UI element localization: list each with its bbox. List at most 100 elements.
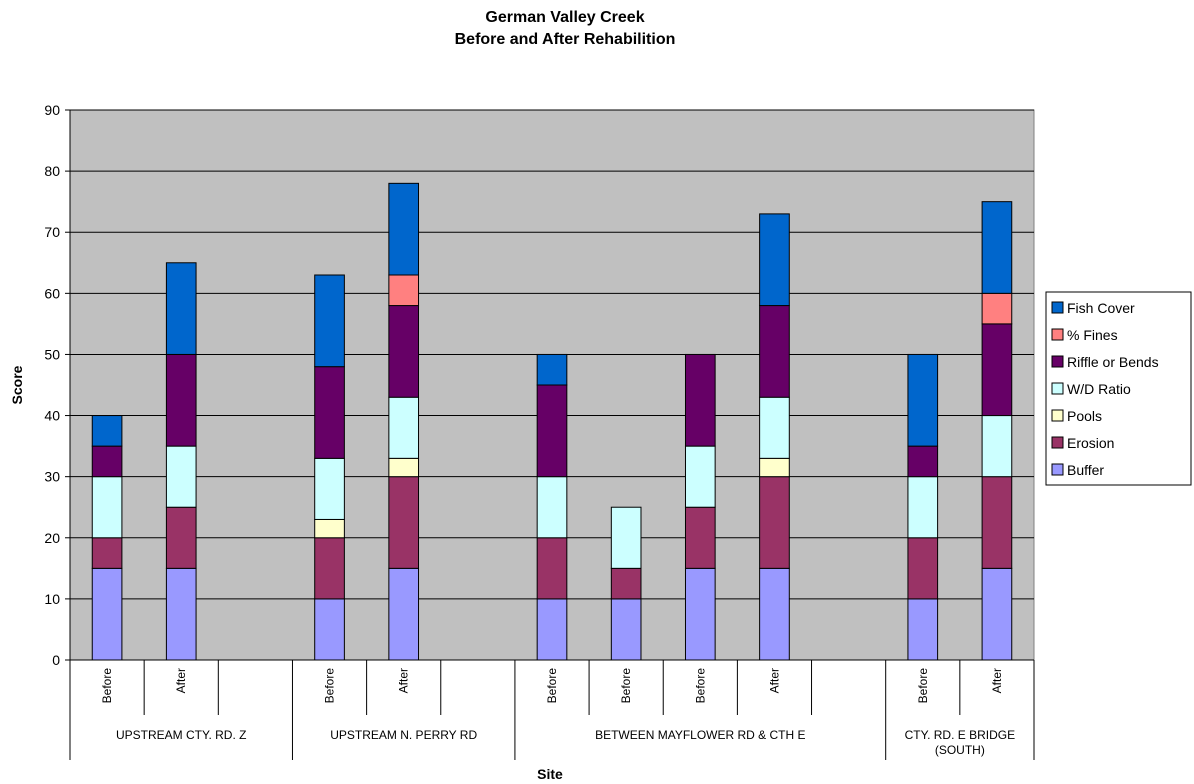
- bar-segment: [314, 598, 345, 661]
- legend-label: Fish Cover: [1067, 300, 1135, 316]
- x-category-label: After: [174, 668, 188, 693]
- bar-segment: [981, 567, 1013, 661]
- bar-segment: [981, 323, 1013, 417]
- y-tick-label: 40: [44, 408, 60, 424]
- x-group-label-line: (SOUTH): [935, 743, 985, 757]
- bar-segment: [907, 445, 939, 478]
- bar-segment: [536, 353, 568, 386]
- legend-swatch: [1051, 355, 1064, 368]
- x-category-label: After: [767, 668, 781, 693]
- x-category-label: Before: [693, 668, 707, 704]
- bar-segment: [388, 305, 420, 398]
- bar-segment: [907, 537, 939, 600]
- bar-segment: [536, 537, 568, 600]
- bar-segment: [610, 598, 642, 661]
- bar-segment: [388, 274, 420, 307]
- bar-segment: [165, 353, 197, 447]
- bar-segment: [759, 396, 790, 459]
- bar-segment: [314, 537, 345, 600]
- y-axis-title: Score: [9, 365, 25, 404]
- bar-segment: [759, 305, 790, 398]
- legend-swatch: [1051, 463, 1064, 476]
- bar-segment: [165, 567, 197, 661]
- bar-segment: [907, 353, 939, 447]
- bar-segment: [981, 201, 1013, 294]
- legend-swatch: [1051, 382, 1064, 395]
- bar-segment: [907, 476, 939, 539]
- bar-segment: [907, 598, 939, 661]
- bar-segment: [388, 567, 420, 661]
- x-group-label: UPSTREAM N. PERRY RD: [330, 728, 477, 742]
- x-category-label: After: [397, 668, 411, 693]
- legend-label: % Fines: [1067, 327, 1118, 343]
- bar-segment: [759, 213, 790, 307]
- bar-segment: [91, 567, 123, 661]
- bar-segment: [165, 262, 197, 355]
- y-tick-label: 0: [52, 652, 60, 668]
- bar-segment: [91, 445, 123, 478]
- x-category-label: Before: [100, 668, 114, 704]
- bar-segment: [759, 476, 790, 569]
- bar-segment: [536, 384, 568, 478]
- chart-title-line-1: German Valley Creek: [485, 9, 644, 26]
- bar-segment: [314, 274, 345, 368]
- bars: [91, 182, 1013, 661]
- x-group-label-line: CTY. RD. E BRIDGE: [905, 728, 1015, 742]
- bar-segment: [314, 457, 345, 520]
- bar-segment: [314, 366, 345, 459]
- bar-segment: [684, 567, 716, 661]
- bar-segment: [610, 506, 642, 569]
- y-tick-labels: 0 10 20 30 40 50 60 70 80 90: [44, 102, 60, 668]
- bar-segment: [981, 292, 1013, 325]
- bar-segment: [165, 506, 197, 569]
- y-tick-label: 90: [44, 102, 60, 118]
- bar-segment: [91, 415, 123, 447]
- legend-swatch: [1051, 328, 1064, 341]
- legend-swatch: [1051, 436, 1064, 449]
- x-group-label: BETWEEN MAYFLOWER RD & CTH E: [595, 728, 805, 742]
- legend-label: Buffer: [1067, 462, 1104, 478]
- legend-swatch: [1051, 301, 1064, 314]
- bar-segment: [165, 445, 197, 508]
- y-tick-label: 30: [44, 469, 60, 485]
- bar-segment: [388, 457, 420, 478]
- bar-segment: [684, 506, 716, 569]
- x-category-labels: Before After Before After Before Before Before…: [100, 668, 1004, 704]
- bar-segment: [981, 476, 1013, 569]
- bar-segment: [314, 518, 345, 539]
- bar-segment: [388, 182, 420, 276]
- bar-segment: [536, 476, 568, 539]
- y-tick-label: 70: [44, 224, 60, 240]
- bar-segment: [759, 457, 790, 478]
- x-category-label: Before: [323, 668, 337, 704]
- legend-label: W/D Ratio: [1067, 381, 1131, 397]
- x-category-label: Before: [545, 668, 559, 704]
- legend-box: [1045, 291, 1192, 486]
- bar-segment: [981, 415, 1013, 478]
- bar-segment: [91, 476, 123, 539]
- bar-segment: [684, 353, 716, 447]
- y-tick-label: 80: [44, 163, 60, 179]
- bar-segment: [610, 567, 642, 600]
- legend-label: Pools: [1067, 408, 1102, 424]
- bar-segment: [388, 476, 420, 569]
- x-group-label: UPSTREAM CTY. RD. Z: [116, 728, 246, 742]
- bar-segment: [388, 396, 420, 459]
- x-category-label: Before: [916, 668, 930, 704]
- legend: Fish Cover % Fines Riffle or Bends W/D Rati…: [1045, 291, 1192, 486]
- x-category-label: After: [990, 668, 1004, 693]
- y-tick-label: 10: [44, 591, 60, 607]
- bar-segment: [91, 537, 123, 569]
- bar-segment: [759, 567, 790, 661]
- axes: [65, 109, 1035, 760]
- x-category-label: Before: [619, 668, 633, 704]
- x-axis-title: Site: [537, 766, 563, 782]
- legend-label: Riffle or Bends: [1067, 354, 1159, 370]
- legend-label: Erosion: [1067, 435, 1114, 451]
- x-group-labels: UPSTREAM CTY. RD. Z UPSTREAM N. PERRY RD B…: [116, 728, 1015, 757]
- legend-swatch: [1051, 409, 1064, 422]
- y-tick-label: 60: [44, 285, 60, 301]
- gridlines: [70, 109, 1034, 600]
- y-tick-label: 50: [44, 346, 60, 362]
